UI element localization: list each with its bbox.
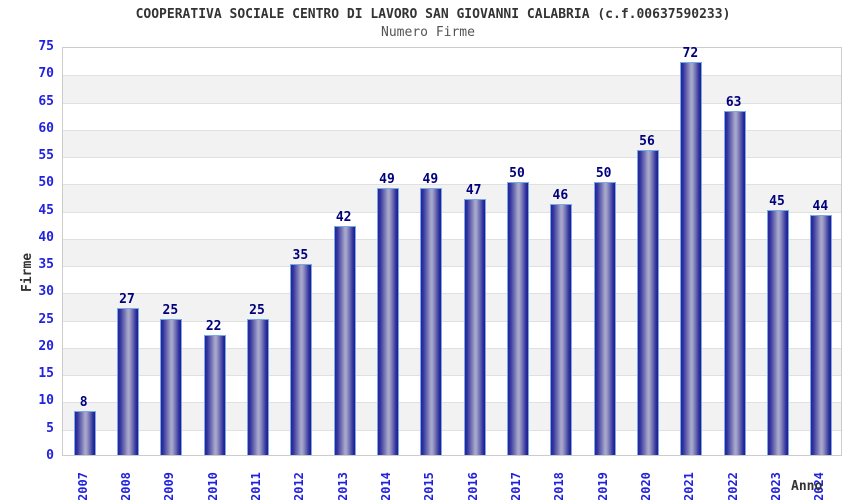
bar-value-label: 22	[205, 319, 222, 335]
plot-area	[62, 47, 842, 456]
bar-value-label: 25	[249, 302, 265, 318]
x-tick-label-2016: 2016	[465, 472, 480, 500]
x-tick-label-2018: 2018	[552, 472, 567, 500]
y-tick-label: 60	[38, 120, 54, 136]
y-tick-label: 70	[38, 66, 54, 82]
bar-value-label: 25	[162, 302, 179, 318]
y-tick-label: 10	[38, 393, 54, 409]
bar-value-label: 49	[379, 171, 395, 187]
y-tick-label: 15	[38, 366, 54, 382]
y-tick-label: 35	[38, 257, 54, 273]
x-tick-label-2022: 2022	[725, 472, 740, 500]
gridline	[63, 75, 841, 77]
y-tick-label: 55	[38, 148, 54, 164]
x-tick-label-2007: 2007	[75, 472, 90, 500]
bar-2021	[680, 62, 703, 455]
chart-title: COOPERATIVA SOCIALE CENTRO DI LAVORO SAN…	[135, 7, 731, 22]
y-tick-label: 50	[38, 175, 54, 191]
gridline	[63, 211, 841, 213]
bar-2009	[160, 318, 183, 455]
bar-value-label: 63	[725, 95, 742, 111]
x-tick-label-2011: 2011	[249, 472, 263, 500]
x-tick-label-2015: 2015	[422, 472, 437, 500]
gridline	[63, 184, 841, 186]
x-tick-label-2009: 2009	[162, 472, 177, 500]
bar-2018	[550, 204, 573, 455]
y-tick-label: 65	[38, 93, 54, 109]
gridline	[63, 266, 841, 268]
bar-value-label: 45	[769, 193, 785, 209]
bar-value-label: 50	[509, 166, 525, 182]
gridline	[63, 102, 841, 104]
bar-2008	[117, 307, 139, 455]
bar-2012	[290, 264, 313, 455]
y-tick-label: 25	[38, 311, 54, 327]
x-tick-label-2013: 2013	[335, 472, 350, 500]
gridline	[63, 402, 841, 404]
x-tick-label-2008: 2008	[119, 472, 133, 500]
bar-2015	[420, 187, 443, 455]
plot-band	[63, 75, 841, 103]
bar-2020	[637, 149, 659, 455]
bar-value-label: 49	[422, 171, 439, 187]
bar-2022	[723, 111, 746, 455]
bar-2019	[593, 182, 616, 455]
gridline	[63, 347, 841, 349]
bar-2017	[507, 182, 529, 455]
y-tick-label: 0	[46, 448, 54, 463]
gridline	[63, 293, 841, 295]
gridline	[63, 375, 841, 377]
y-tick-label: 45	[38, 202, 54, 218]
x-tick-label-2023: 2023	[769, 472, 783, 500]
x-tick-label-2019: 2019	[595, 472, 610, 500]
x-tick-label-2010: 2010	[205, 472, 220, 500]
x-tick-label-2012: 2012	[292, 472, 307, 500]
bar-2016	[463, 198, 486, 455]
gridline	[63, 129, 841, 131]
gridline	[63, 157, 841, 159]
y-tick-label: 30	[38, 284, 54, 300]
x-axis-title: Anno	[791, 479, 823, 494]
bar-value-label: 35	[292, 248, 309, 264]
bar-2024	[810, 215, 833, 455]
gridline	[63, 320, 841, 322]
bar-value-label: 27	[119, 291, 135, 307]
y-tick-label: 20	[38, 338, 54, 354]
x-tick-label-2020: 2020	[639, 472, 653, 500]
gridline	[63, 429, 841, 431]
plot-band	[63, 48, 841, 75]
x-tick-label-2017: 2017	[509, 472, 523, 500]
bar-value-label: 50	[595, 166, 612, 182]
plot-band	[63, 347, 841, 376]
plot-band	[63, 402, 841, 430]
y-tick-label: 40	[38, 229, 54, 245]
bar-2014	[377, 187, 399, 455]
x-tick-label-2014: 2014	[379, 472, 393, 500]
bar-2013	[333, 225, 356, 455]
y-tick-label: 75	[38, 39, 54, 54]
bar-value-label: 72	[682, 46, 699, 62]
plot-band	[63, 293, 841, 321]
bar-2010	[203, 335, 226, 455]
bar-value-label: 8	[79, 395, 88, 411]
bar-value-label: 44	[812, 199, 829, 215]
plot-band	[63, 238, 841, 267]
chart-subtitle: Numero Firme	[381, 25, 475, 40]
bar-value-label: 42	[335, 209, 352, 225]
x-tick-label-2021: 2021	[682, 472, 697, 500]
bar-2007	[73, 411, 96, 455]
plot-band	[63, 129, 841, 158]
bar-2023	[767, 209, 789, 455]
bar-value-label: 47	[465, 182, 482, 198]
bar-value-label: 56	[639, 133, 655, 149]
gridline	[63, 238, 841, 240]
bar-value-label: 46	[552, 188, 569, 204]
bar-2011	[247, 318, 269, 455]
y-tick-label: 5	[46, 420, 54, 436]
plot-band	[63, 184, 841, 212]
